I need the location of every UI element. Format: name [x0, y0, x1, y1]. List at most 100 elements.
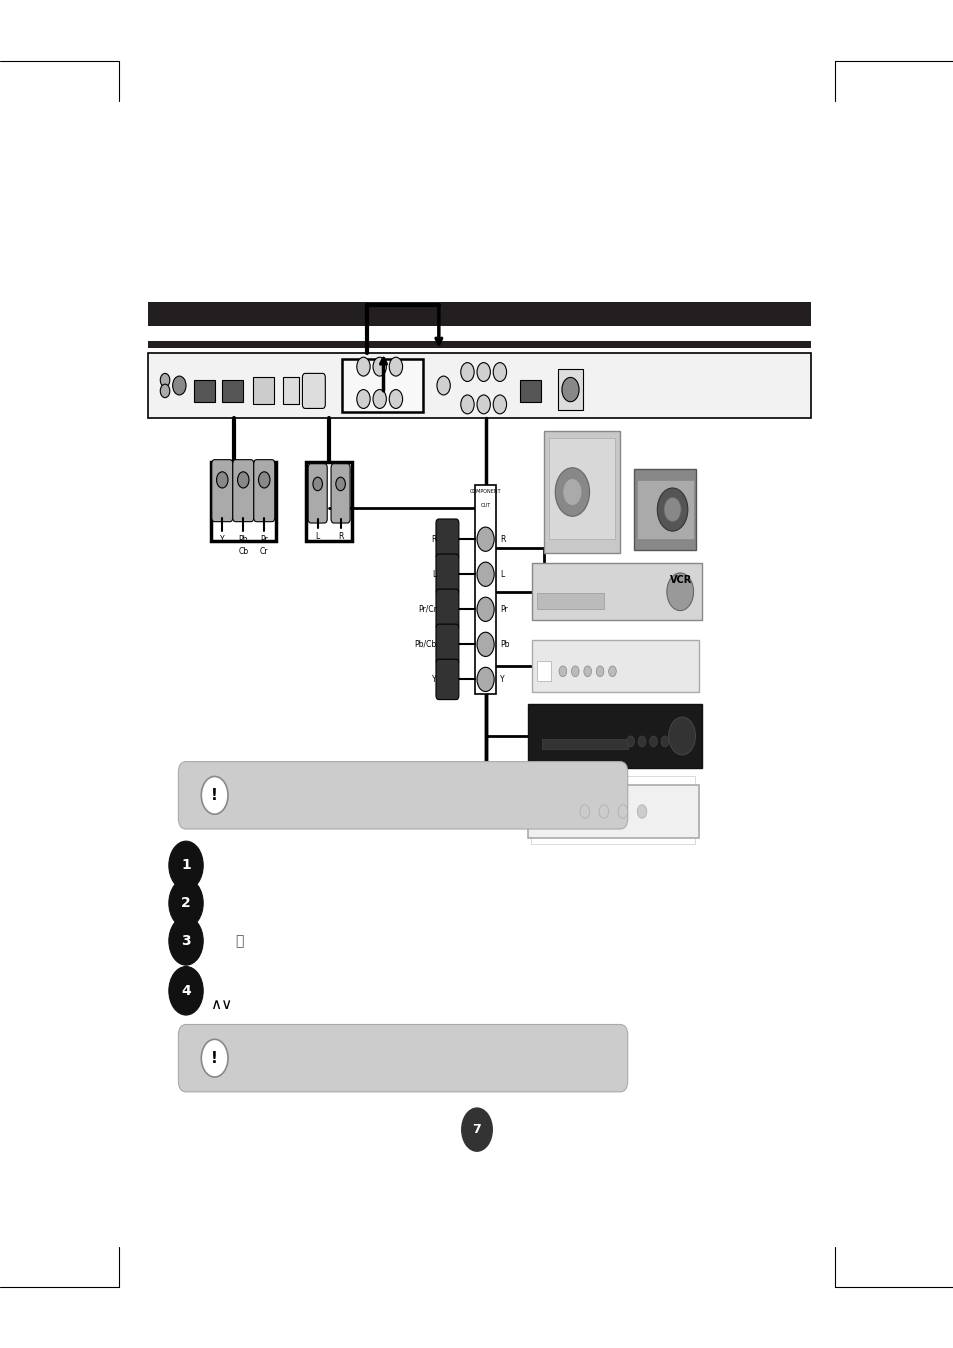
Bar [306, 462, 352, 541]
Text: Pb: Pb [238, 535, 248, 545]
Circle shape [216, 472, 228, 488]
Circle shape [160, 384, 170, 398]
Circle shape [583, 666, 591, 677]
Text: Pb/Cb: Pb/Cb [415, 640, 436, 648]
Text: 7: 7 [472, 1123, 481, 1136]
Bar [634, 469, 696, 550]
Circle shape [476, 667, 494, 692]
Circle shape [608, 666, 616, 677]
Circle shape [169, 841, 203, 890]
Circle shape [373, 390, 386, 408]
Text: VCR: VCR [670, 576, 692, 585]
Bar [148, 341, 810, 348]
Bar [148, 353, 810, 418]
Text: Pr/Cr: Pr/Cr [417, 605, 436, 613]
Circle shape [160, 373, 170, 387]
Circle shape [172, 376, 186, 395]
Bar [532, 563, 701, 620]
Circle shape [561, 377, 578, 402]
Circle shape [169, 917, 203, 965]
FancyBboxPatch shape [436, 624, 458, 665]
Circle shape [476, 527, 494, 551]
Bar [222, 380, 243, 402]
Circle shape [666, 573, 693, 611]
Text: Pr: Pr [260, 535, 268, 545]
FancyBboxPatch shape [436, 554, 458, 594]
Circle shape [389, 390, 402, 408]
Bar [211, 462, 275, 541]
Circle shape [660, 736, 668, 747]
Text: R: R [499, 535, 505, 543]
Text: Y: Y [432, 675, 436, 683]
Circle shape [598, 805, 608, 818]
FancyBboxPatch shape [253, 460, 274, 522]
Bar [527, 704, 701, 768]
Text: ⏻: ⏻ [235, 934, 244, 948]
Bar [541, 739, 627, 749]
Bar [537, 593, 603, 609]
Circle shape [169, 879, 203, 927]
Text: 4: 4 [181, 984, 191, 998]
Circle shape [476, 363, 490, 381]
Circle shape [476, 395, 490, 414]
Text: !: ! [211, 1050, 218, 1066]
Text: Cr: Cr [260, 547, 268, 557]
Circle shape [201, 1039, 228, 1077]
Circle shape [258, 472, 270, 488]
Circle shape [649, 736, 657, 747]
Bar [283, 377, 298, 404]
Circle shape [461, 1108, 492, 1151]
FancyBboxPatch shape [331, 464, 350, 523]
Text: Y: Y [220, 535, 224, 545]
Circle shape [169, 967, 203, 1015]
Text: R: R [337, 532, 343, 542]
Circle shape [618, 805, 627, 818]
Circle shape [436, 376, 450, 395]
Circle shape [460, 395, 474, 414]
Circle shape [493, 395, 506, 414]
Text: !: ! [211, 787, 218, 803]
Text: COMPONENT: COMPONENT [469, 489, 501, 495]
Circle shape [493, 363, 506, 381]
FancyBboxPatch shape [212, 460, 233, 522]
Circle shape [460, 363, 474, 381]
FancyBboxPatch shape [436, 519, 458, 559]
Text: Cb: Cb [238, 547, 248, 557]
Circle shape [476, 562, 494, 586]
Text: Pr: Pr [499, 605, 507, 613]
Bar [148, 302, 810, 326]
Bar [519, 380, 540, 402]
Circle shape [668, 717, 695, 755]
Circle shape [562, 479, 581, 506]
Text: R: R [431, 535, 436, 543]
Bar [531, 776, 695, 844]
Text: L: L [315, 532, 319, 542]
FancyBboxPatch shape [308, 464, 327, 523]
Circle shape [373, 357, 386, 376]
Circle shape [637, 805, 646, 818]
Circle shape [638, 736, 645, 747]
Circle shape [555, 468, 589, 516]
Circle shape [313, 477, 322, 491]
Bar [253, 377, 274, 404]
Bar [527, 785, 699, 838]
FancyBboxPatch shape [233, 460, 253, 522]
Circle shape [356, 390, 370, 408]
Bar [548, 438, 615, 539]
Circle shape [356, 357, 370, 376]
Bar [543, 431, 619, 553]
Bar [532, 640, 699, 692]
Text: L: L [433, 570, 436, 578]
Bar [637, 480, 693, 539]
Circle shape [626, 736, 634, 747]
Text: L: L [499, 570, 503, 578]
Text: Pb: Pb [499, 640, 509, 648]
Circle shape [663, 497, 680, 522]
FancyBboxPatch shape [436, 659, 458, 700]
Circle shape [476, 597, 494, 621]
Text: OUT: OUT [480, 503, 490, 508]
Bar [537, 661, 551, 681]
Circle shape [201, 776, 228, 814]
Bar [193, 380, 214, 402]
Circle shape [389, 357, 402, 376]
